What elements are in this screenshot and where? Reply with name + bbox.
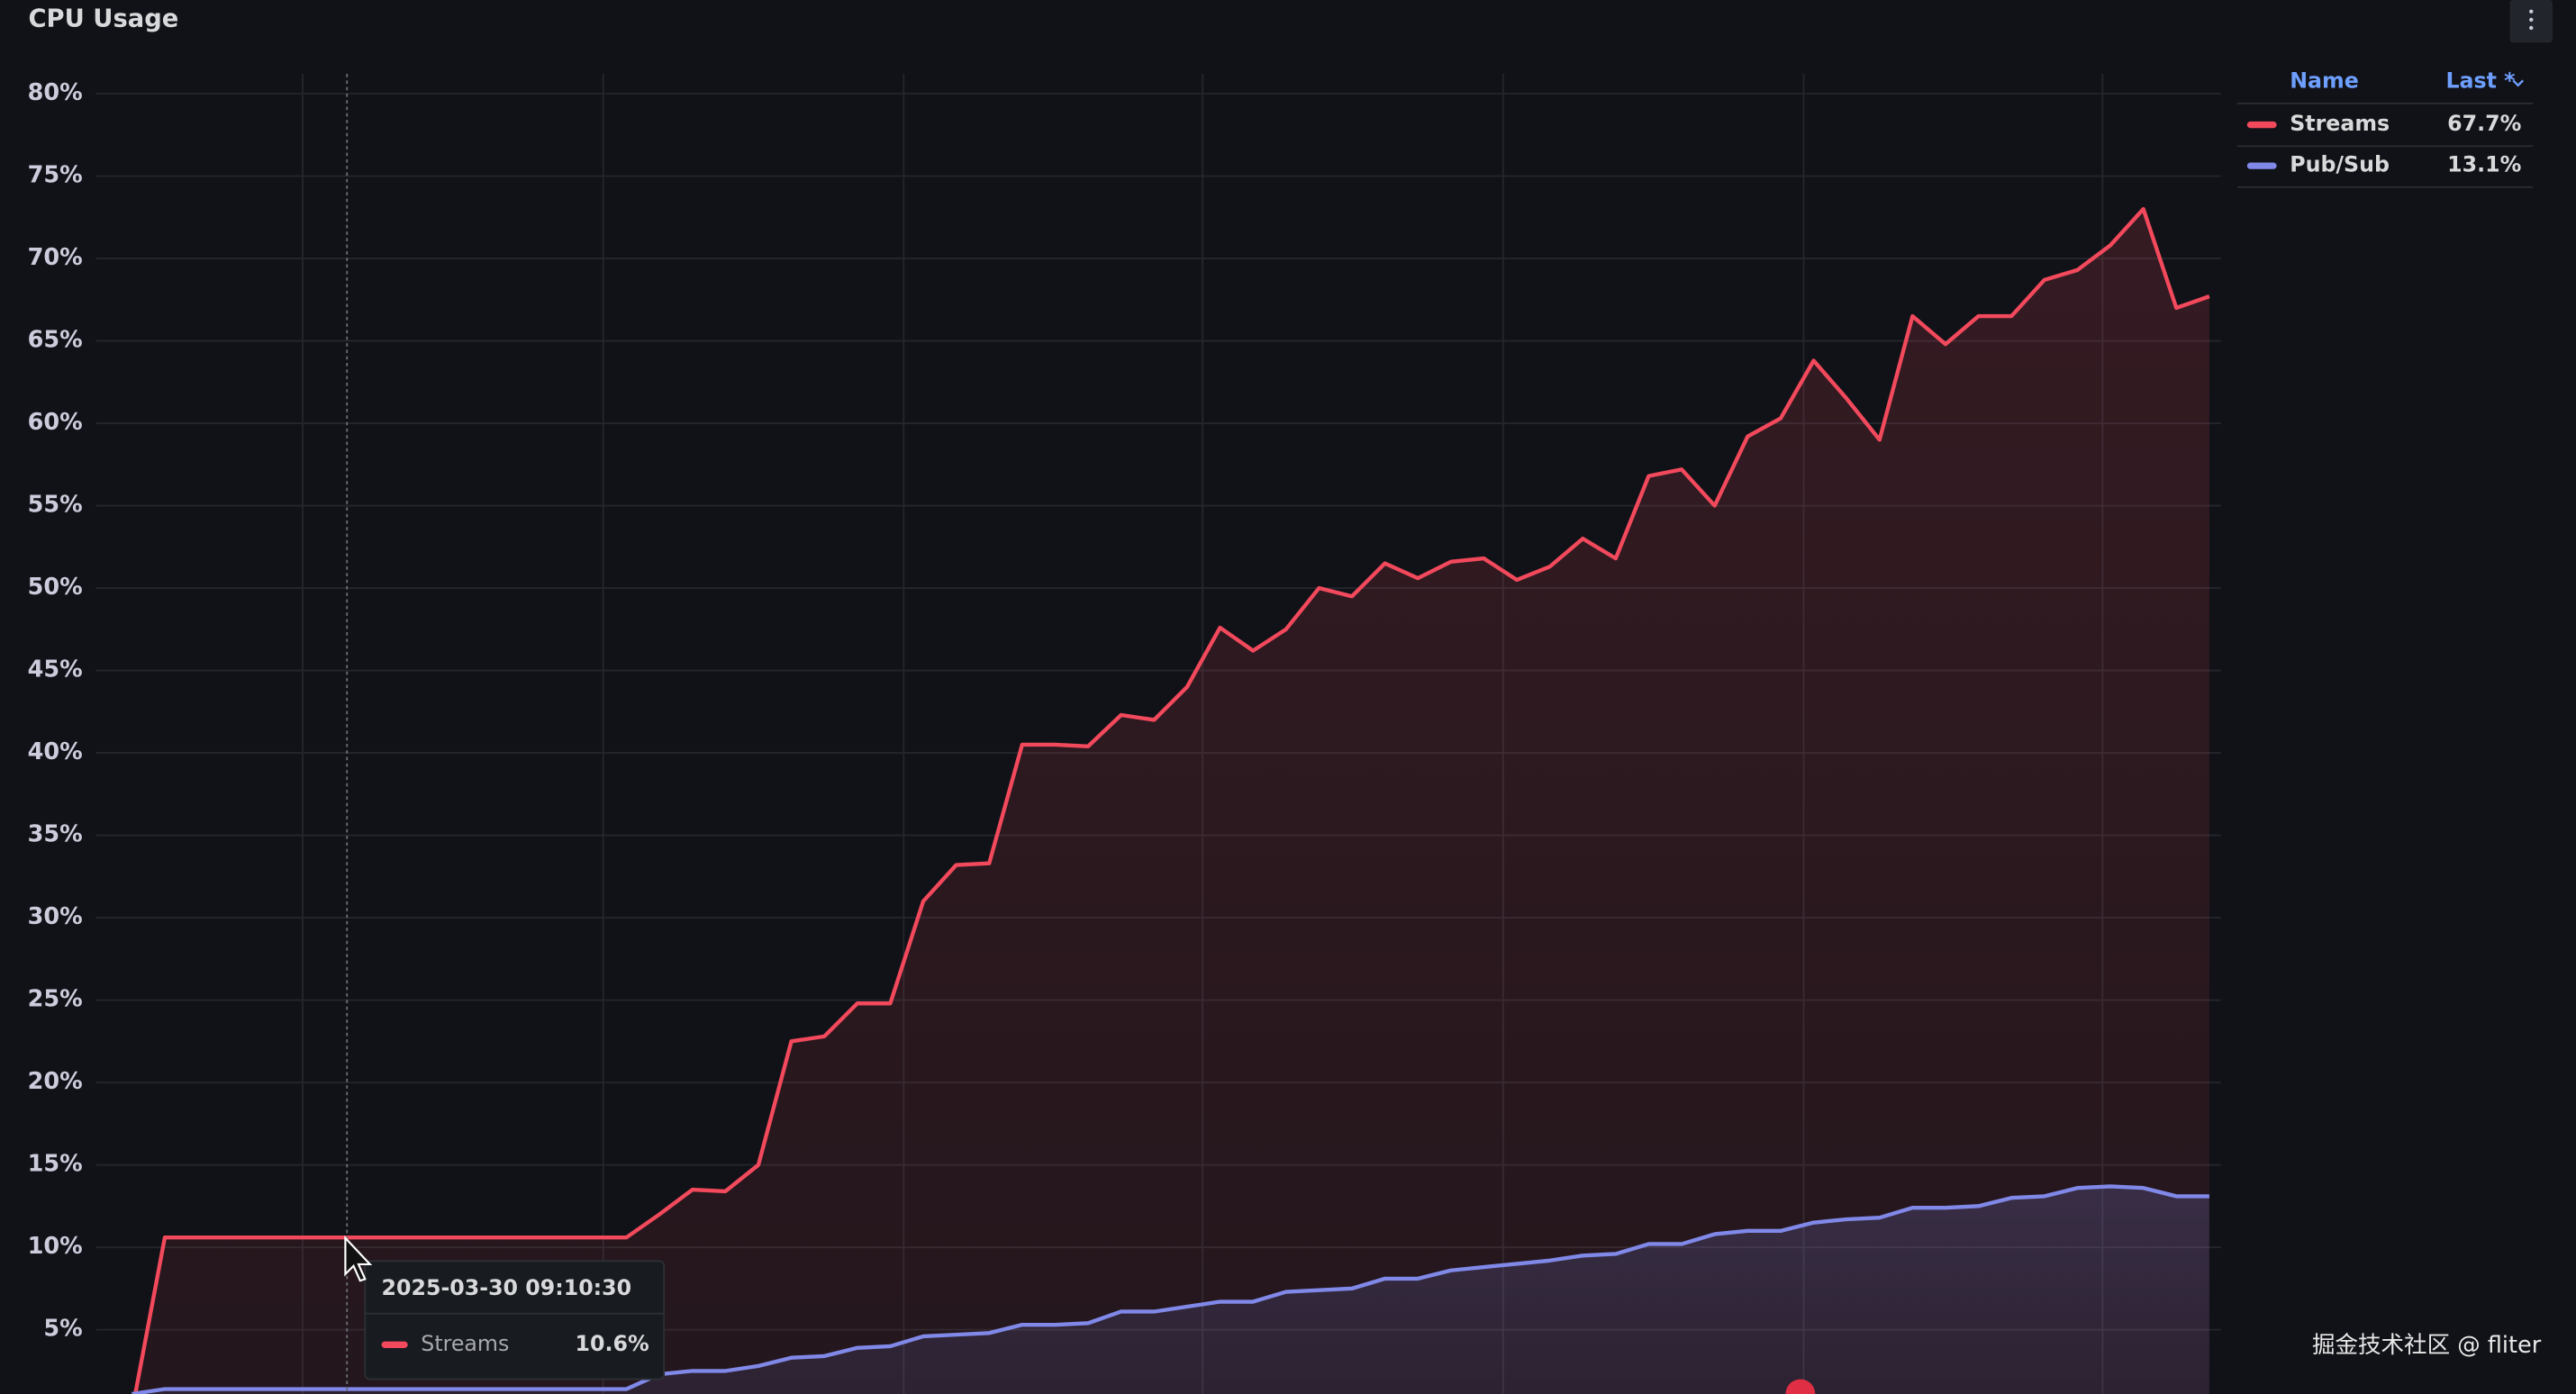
series-line xyxy=(132,1184,2209,1394)
tooltip-value: 10.6% xyxy=(576,1331,649,1356)
y-tick-label: 25% xyxy=(28,986,83,1013)
y-tick-label: 20% xyxy=(28,1068,83,1095)
area-fill xyxy=(132,209,2209,1394)
legend-last: 67.7% xyxy=(2447,111,2521,136)
tooltip-box xyxy=(364,1260,666,1380)
lines xyxy=(132,206,2210,1394)
legend-header-last[interactable]: Last * xyxy=(2445,68,2515,94)
y-tick-label: 80% xyxy=(28,79,83,106)
areas xyxy=(132,209,2209,1394)
y-tick-label: 30% xyxy=(28,903,83,930)
menu-dots xyxy=(2529,9,2534,31)
legend-name[interactable]: Streams xyxy=(2290,111,2390,136)
tooltip: 2025-03-30 09:10:30 Streams 10.6% xyxy=(364,1260,666,1380)
legend-last: 13.1% xyxy=(2447,152,2521,177)
area-fill xyxy=(132,1186,2209,1394)
series-line xyxy=(132,206,2210,1394)
legend-name[interactable]: Pub/Sub xyxy=(2290,152,2390,177)
tooltip-series: Streams xyxy=(421,1331,509,1356)
cursor xyxy=(344,1236,373,1282)
legend: Name Last * Streams 67.7% Pub/Sub 13.1% xyxy=(2236,68,2534,188)
legend-header-name[interactable]: Name xyxy=(2290,68,2359,94)
sort-chevron xyxy=(2512,79,2524,87)
tooltip-time: 2025-03-30 09:10:30 xyxy=(382,1275,632,1300)
y-tick-label: 60% xyxy=(28,409,83,436)
y-tick-label: 15% xyxy=(28,1151,83,1178)
y-tick-label: 65% xyxy=(28,327,83,354)
y-tick-label: 5% xyxy=(43,1316,82,1343)
watermark: 掘金技术社区 @ fliter xyxy=(2312,1332,2542,1359)
y-tick-label: 35% xyxy=(28,821,83,848)
y-tick-label: 40% xyxy=(28,738,83,765)
annotation-marker[interactable] xyxy=(1785,1379,1816,1394)
y-tick-label: 45% xyxy=(28,656,83,683)
y-tick-label: 55% xyxy=(28,492,83,519)
y-tick-label: 75% xyxy=(28,162,83,189)
y-tick-label: 70% xyxy=(28,244,83,271)
y-tick-label: 10% xyxy=(28,1233,83,1260)
panel-title: CPU Usage xyxy=(29,5,179,32)
y-tick-label: 50% xyxy=(28,574,83,601)
